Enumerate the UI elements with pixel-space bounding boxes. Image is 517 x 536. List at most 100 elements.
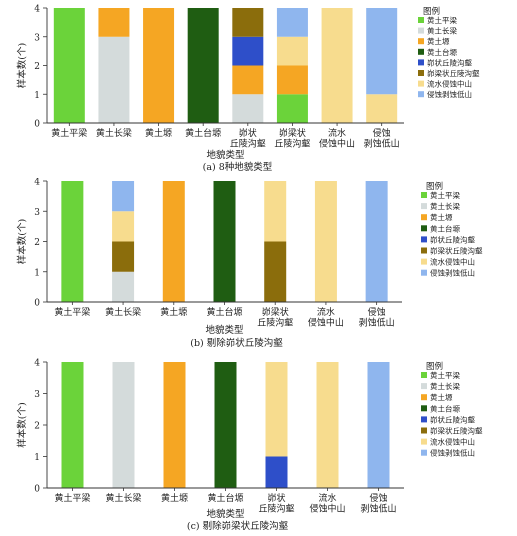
bar-segment (162, 181, 185, 302)
bar-segment (187, 8, 219, 123)
x-tick-label: 流水 (318, 492, 336, 504)
x-tick-label: 黄土塬 (145, 127, 172, 139)
bar-segment (367, 362, 390, 488)
x-tick-label: 侵蚀中山 (308, 317, 344, 329)
panel-caption: (a) 8种地貌类型 (203, 161, 273, 173)
bar-segment (232, 94, 264, 123)
legend-swatch (421, 236, 427, 243)
bar-segment (232, 8, 264, 37)
legend-swatch (421, 247, 427, 254)
legend-swatch (421, 449, 427, 456)
legend-swatch (418, 48, 424, 55)
x-tick-label: 侵蚀 (373, 127, 391, 139)
x-tick-label: 黄土平梁 (54, 492, 90, 504)
bar-segment (232, 65, 264, 95)
legend-swatch (421, 258, 427, 265)
legend-label: 峁梁状丘陵沟壑 (430, 246, 483, 256)
y-tick-label: 0 (34, 299, 40, 309)
legend-label: 侵蚀剥蚀低山 (427, 89, 472, 99)
x-tick-label: 峁梁状 (262, 306, 289, 318)
bar-segment (98, 8, 130, 37)
bar-segment (265, 456, 288, 488)
legend-swatch (418, 70, 424, 76)
y-tick-label: 2 (34, 238, 40, 248)
x-tick-label: 黄土长梁 (105, 306, 141, 318)
bar-segment (314, 181, 337, 302)
x-tick-label: 黄土长梁 (105, 492, 141, 504)
x-tick-label: 黄土塬 (161, 492, 188, 504)
y-tick-label: 3 (34, 390, 40, 400)
bar-segment (276, 36, 308, 66)
y-tick-label: 0 (34, 485, 40, 495)
bar-segment (112, 211, 135, 242)
bar-segment (276, 65, 308, 95)
bar-segment (232, 36, 264, 66)
x-tick-label: 侵蚀 (369, 492, 387, 504)
bar-segment (366, 8, 398, 95)
x-tick-label: 侵蚀中山 (319, 138, 355, 150)
legend-title: 图例 (426, 181, 443, 192)
bar-segment (213, 181, 236, 302)
y-axis-label: 样本数(个) (16, 43, 28, 88)
bar-segment (112, 271, 135, 302)
legend-swatch (421, 405, 427, 412)
bar-segment (366, 94, 398, 123)
legend-swatch (421, 192, 427, 198)
y-tick-label: 1 (34, 268, 40, 278)
bar-segment (163, 362, 186, 488)
legend-swatch (421, 383, 427, 390)
x-tick-label: 黄土平梁 (51, 127, 87, 139)
bar-segment (53, 8, 85, 123)
legend-label: 黄土塬 (427, 36, 450, 46)
legend-label: 黄土台塬 (427, 47, 457, 57)
legend-label: 黄土平梁 (430, 190, 460, 200)
legend-label: 黄土塬 (430, 212, 453, 222)
x-tick-label: 丘陵沟壑 (257, 317, 293, 329)
y-tick-label: 0 (34, 120, 40, 130)
legend-swatch (418, 17, 424, 23)
bar-segment (214, 362, 237, 488)
y-axis-label: 样本数(个) (16, 219, 28, 264)
legend-label: 黄土台塬 (430, 403, 460, 413)
legend-label: 黄土长梁 (430, 381, 460, 391)
legend-label: 黄土长梁 (430, 201, 460, 211)
legend-swatch (421, 214, 427, 221)
legend-label: 流水侵蚀中山 (430, 437, 475, 447)
x-tick-label: 剥蚀低山 (364, 138, 400, 150)
bar-segment (264, 181, 287, 242)
x-tick-label: 侵蚀 (368, 306, 386, 318)
legend-label: 峁状丘陵沟壑 (430, 414, 475, 424)
x-tick-label: 丘陵沟壑 (274, 138, 310, 150)
y-tick-label: 3 (34, 33, 40, 43)
x-tick-label: 流水 (328, 127, 346, 139)
legend-label: 黄土平梁 (427, 15, 457, 25)
legend-swatch (418, 91, 424, 98)
legend-label: 流水侵蚀中山 (427, 79, 472, 89)
x-tick-label: 丘陵沟壑 (258, 503, 294, 515)
legend-label: 黄土塬 (430, 392, 453, 402)
legend-label: 黄土平梁 (430, 370, 460, 380)
bar-segment (112, 181, 135, 212)
y-tick-label: 4 (34, 359, 40, 369)
bar-segment (316, 362, 339, 488)
x-tick-label: 黄土台塬 (207, 492, 243, 504)
legend-label: 流水侵蚀中山 (430, 257, 475, 267)
legend-swatch (421, 372, 427, 378)
x-axis-label: 地貌类型 (206, 508, 245, 520)
x-tick-label: 丘陵沟壑 (230, 138, 266, 150)
bar-segment (112, 362, 135, 488)
legend-title: 图例 (426, 361, 443, 372)
y-tick-label: 4 (34, 5, 40, 15)
x-axis-label: 地貌类型 (206, 149, 245, 161)
legend-swatch (421, 269, 427, 276)
y-axis-label: 样本数(个) (16, 402, 28, 447)
legend-label: 黄土台塬 (430, 223, 460, 233)
bar-segment (61, 362, 84, 488)
bar-segment (264, 241, 287, 302)
x-tick-label: 黄土塬 (160, 306, 187, 318)
x-tick-label: 峁状 (267, 492, 285, 504)
legend-swatch (418, 59, 424, 66)
